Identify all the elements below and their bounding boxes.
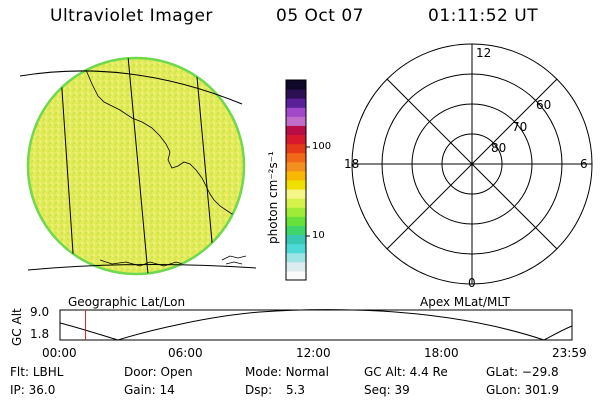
observation-time: 01:11:52 UT <box>428 6 539 26</box>
mode-value: Normal <box>285 365 329 379</box>
colorbar-swatch <box>286 143 306 154</box>
orbit-xtick-0600: 06:00 <box>168 346 203 360</box>
door-value: Open <box>160 365 193 379</box>
observation-date: 05 Oct 07 <box>276 6 364 26</box>
gain-info: Gain: 14 <box>124 383 175 397</box>
filter-label: Flt: <box>10 365 29 379</box>
polar-diagonal <box>386 78 558 250</box>
colorbar-tick-10: 10 <box>312 230 325 241</box>
dsp-value: 5.3 <box>285 383 306 397</box>
meridian-line <box>127 58 149 274</box>
meridian-line <box>195 65 215 265</box>
gc-altitude-value: 4.4 Re <box>409 365 448 379</box>
apex-caption: Apex MLat/MLT <box>420 295 510 309</box>
orbit-xtick-2359: 23:59 <box>552 346 587 360</box>
geo-latitude-label: GLat: <box>486 365 519 379</box>
instrument-title: Ultraviolet Imager <box>50 6 213 26</box>
geographic-caption: Geographic Lat/Lon <box>68 295 186 309</box>
mlat-label-60: 60 <box>536 98 552 112</box>
mlat-label-80: 80 <box>491 141 507 155</box>
dsp-label: Dsp: <box>245 383 273 397</box>
door-label: Door: <box>124 365 157 379</box>
colorbar-swatch <box>286 261 306 272</box>
meridian-line <box>59 59 75 269</box>
polar-plot <box>351 43 593 285</box>
colorbar-swatch <box>286 80 306 90</box>
colorbar-ticks <box>306 146 310 237</box>
parallel-line <box>19 70 243 105</box>
colorbar-swatch <box>286 152 306 163</box>
colorbar-swatch <box>286 207 306 217</box>
mlat-label-70: 70 <box>512 120 528 134</box>
gain-label: Gain: <box>124 383 156 397</box>
colorbar-swatch <box>286 189 306 199</box>
orbit-frame <box>59 309 573 341</box>
sequence-label: Seq: <box>364 383 391 397</box>
colorbar-frame <box>285 79 307 281</box>
colorbar-swatch <box>286 116 306 126</box>
colorbar-swatch <box>286 125 306 136</box>
mode-info: Mode: Normal <box>245 365 329 379</box>
colorbar-swatch <box>286 89 306 99</box>
colorbar-swatch <box>286 107 306 117</box>
uv-image-disk <box>19 56 257 276</box>
colorbar-swatch <box>286 170 306 181</box>
colorbar-swatch <box>286 180 306 190</box>
geo-longitude-value: 301.9 <box>524 383 559 397</box>
geo-longitude-label: GLon: <box>486 383 521 397</box>
geo-latitude-info: GLat: −29.8 <box>486 365 559 379</box>
door-info: Door: Open <box>124 365 193 379</box>
geo-longitude-info: GLon: 301.9 <box>486 383 559 397</box>
colorbar-swatch <box>286 270 306 281</box>
sequence-value: 39 <box>394 383 410 397</box>
geographic-grid <box>59 58 215 274</box>
mode-label: Mode: <box>245 365 282 379</box>
colorbar <box>285 79 307 281</box>
colorbar-swatch <box>286 198 306 208</box>
ip-label: IP: <box>10 383 25 397</box>
ip-info: IP: 36.0 <box>10 383 55 397</box>
mlt-label-0: 0 <box>468 276 476 290</box>
colorbar-swatch <box>286 234 306 245</box>
sequence-info: Seq: 39 <box>364 383 410 397</box>
orbit-xtick-0000: 00:00 <box>42 346 77 360</box>
orbit-ylabel: GC Alt <box>10 308 24 346</box>
gc-altitude-label: GC Alt: <box>364 365 406 379</box>
orbit-plot <box>59 309 573 341</box>
gc-altitude-info: GC Alt: 4.4 Re <box>364 365 448 379</box>
colorbar-swatch <box>286 252 306 263</box>
dsp-info: Dsp: 5.3 <box>245 383 305 397</box>
filter-value: LBHL <box>32 365 64 379</box>
mlt-label-18: 18 <box>344 157 360 171</box>
mlt-label-12: 12 <box>476 46 492 60</box>
orbit-xtick-1800: 18:00 <box>424 346 459 360</box>
ip-value: 36.0 <box>28 383 56 397</box>
colorbar-unit-label: photon cm⁻²s⁻¹ <box>266 151 280 244</box>
orbit-ymax: 9.0 <box>30 305 50 319</box>
colorbar-swatch <box>286 98 306 108</box>
geo-latitude-value: −29.8 <box>521 365 559 379</box>
colorbar-swatch <box>286 243 306 254</box>
orbit-ymin: 1.8 <box>30 327 50 341</box>
filter-info: Flt: LBHL <box>10 365 63 379</box>
colorbar-swatch <box>286 216 306 226</box>
gain-value: 14 <box>159 383 175 397</box>
mlt-label-6: 6 <box>580 157 588 171</box>
colorbar-swatch <box>286 161 306 172</box>
latitude-lines <box>19 70 257 271</box>
coastline-outside <box>221 255 247 265</box>
orbit-xtick-1200: 12:00 <box>296 346 331 360</box>
colorbar-swatch <box>286 225 306 236</box>
parallel-line <box>27 263 257 271</box>
colorbar-swatch <box>286 134 306 145</box>
colorbar-tick-100: 100 <box>312 141 332 152</box>
orbit-altitude-curve <box>59 309 573 341</box>
